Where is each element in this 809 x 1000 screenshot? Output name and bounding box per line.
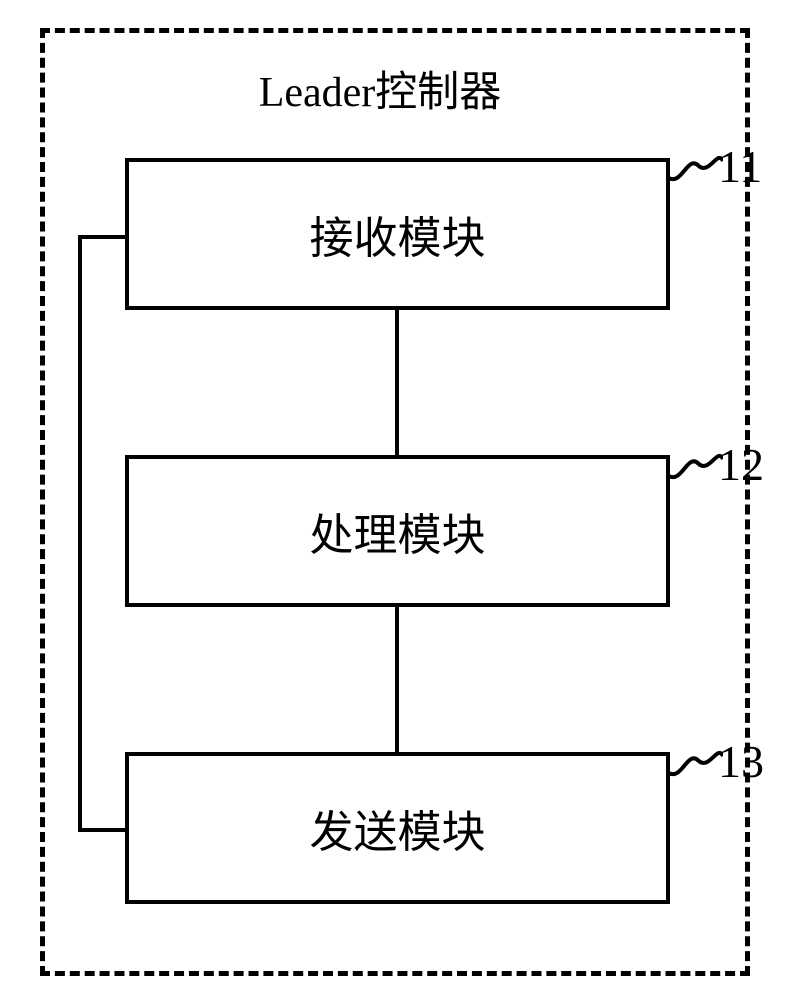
module-rx: 接收模块 <box>125 158 670 310</box>
ref-proc: 12 <box>718 438 764 491</box>
module-label: 发送模块 <box>310 796 486 860</box>
connector-rx-proc <box>395 310 399 455</box>
module-tx: 发送模块 <box>125 752 670 904</box>
lead-line-tx <box>668 747 723 777</box>
feedback-seg-2 <box>78 828 125 832</box>
feedback-seg-1 <box>78 235 82 832</box>
lead-line-rx <box>668 152 723 182</box>
module-proc: 处理模块 <box>125 455 670 607</box>
container-title: Leader控制器 <box>210 58 550 119</box>
ref-tx: 13 <box>718 735 764 788</box>
diagram-canvas: Leader控制器 接收模块处理模块发送模块 11 12 13 <box>0 0 809 1000</box>
feedback-seg-0 <box>78 235 125 239</box>
module-label: 接收模块 <box>310 202 486 266</box>
ref-rx: 11 <box>718 140 762 193</box>
lead-line-proc <box>668 450 723 480</box>
module-label: 处理模块 <box>310 499 486 563</box>
connector-proc-tx <box>395 607 399 752</box>
